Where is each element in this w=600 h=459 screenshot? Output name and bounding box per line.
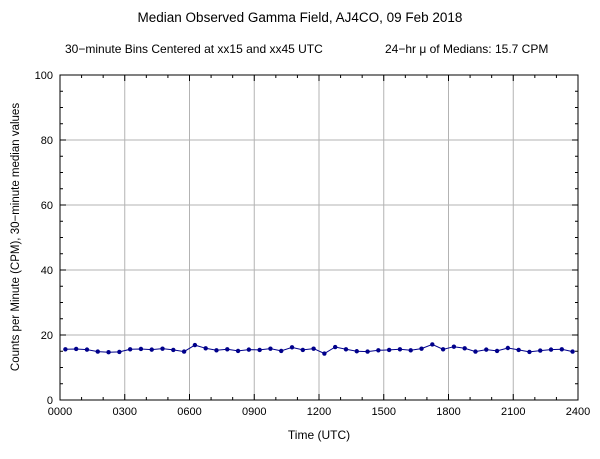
data-point <box>538 348 543 353</box>
data-point <box>505 345 511 351</box>
data-point <box>106 350 111 355</box>
data-point <box>257 347 262 353</box>
data-point <box>354 349 359 354</box>
data-point <box>138 346 144 352</box>
data-point <box>246 347 252 352</box>
y-tick-label: 0 <box>47 395 53 407</box>
data-point <box>343 347 349 352</box>
x-tick-label: 1800 <box>436 406 460 418</box>
data-point <box>160 346 165 351</box>
subtitle-bins: 30−minute Bins Centered at xx15 and xx45… <box>65 42 323 56</box>
data-point <box>494 348 500 354</box>
data-point <box>311 346 316 351</box>
data-point <box>570 349 575 354</box>
data-point <box>430 342 435 347</box>
y-tick-label: 40 <box>41 265 53 277</box>
x-tick-label: 2400 <box>566 406 590 418</box>
data-point <box>473 349 478 354</box>
data-point <box>95 349 100 354</box>
x-tick-label: 0600 <box>177 406 201 418</box>
x-tick-label: 0300 <box>113 406 137 418</box>
data-point <box>192 342 198 348</box>
data-point <box>516 347 521 353</box>
data-point <box>559 347 565 352</box>
data-point <box>451 344 457 349</box>
data-point <box>127 347 133 352</box>
y-tick-label: 80 <box>41 135 53 147</box>
data-point <box>397 347 403 352</box>
data-point <box>462 346 467 351</box>
data-point <box>300 347 306 353</box>
x-tick-label: 1200 <box>307 406 331 418</box>
data-point <box>408 348 413 353</box>
data-point <box>203 346 208 351</box>
subtitle-mean-of-medians: 24−hr μ of Medians: 15.7 CPM <box>385 42 549 56</box>
data-point <box>484 347 489 352</box>
data-point <box>332 344 338 350</box>
data-point <box>419 346 424 351</box>
data-point <box>548 347 554 352</box>
x-tick-label: 2100 <box>501 406 525 418</box>
y-tick-label: 100 <box>35 70 53 82</box>
data-point <box>386 347 392 353</box>
x-tick-label: 0900 <box>242 406 266 418</box>
data-point <box>225 347 230 352</box>
data-point <box>279 348 284 354</box>
data-point <box>73 346 79 352</box>
data-point <box>235 348 241 354</box>
data-point <box>181 349 187 354</box>
y-tick-label: 20 <box>41 330 53 342</box>
data-point <box>322 351 327 356</box>
x-tick-label: 1500 <box>372 406 396 418</box>
chart-title: Median Observed Gamma Field, AJ4CO, 09 F… <box>137 10 463 25</box>
data-point <box>376 348 381 353</box>
data-point <box>171 347 176 353</box>
data-point <box>117 349 122 355</box>
data-point <box>63 347 68 352</box>
data-point <box>268 346 273 351</box>
y-tick-label: 60 <box>41 200 53 212</box>
data-point <box>289 345 295 350</box>
x-axis-label: Time (UTC) <box>287 428 351 442</box>
data-point <box>84 347 90 352</box>
data-point <box>440 347 446 352</box>
data-point <box>214 348 219 353</box>
data-point <box>149 347 154 352</box>
data-point <box>365 349 370 354</box>
x-tick-label: 0000 <box>48 406 72 418</box>
data-point <box>527 349 532 355</box>
y-axis-label: Counts per Minute (CPM), 30−minute media… <box>10 102 22 372</box>
